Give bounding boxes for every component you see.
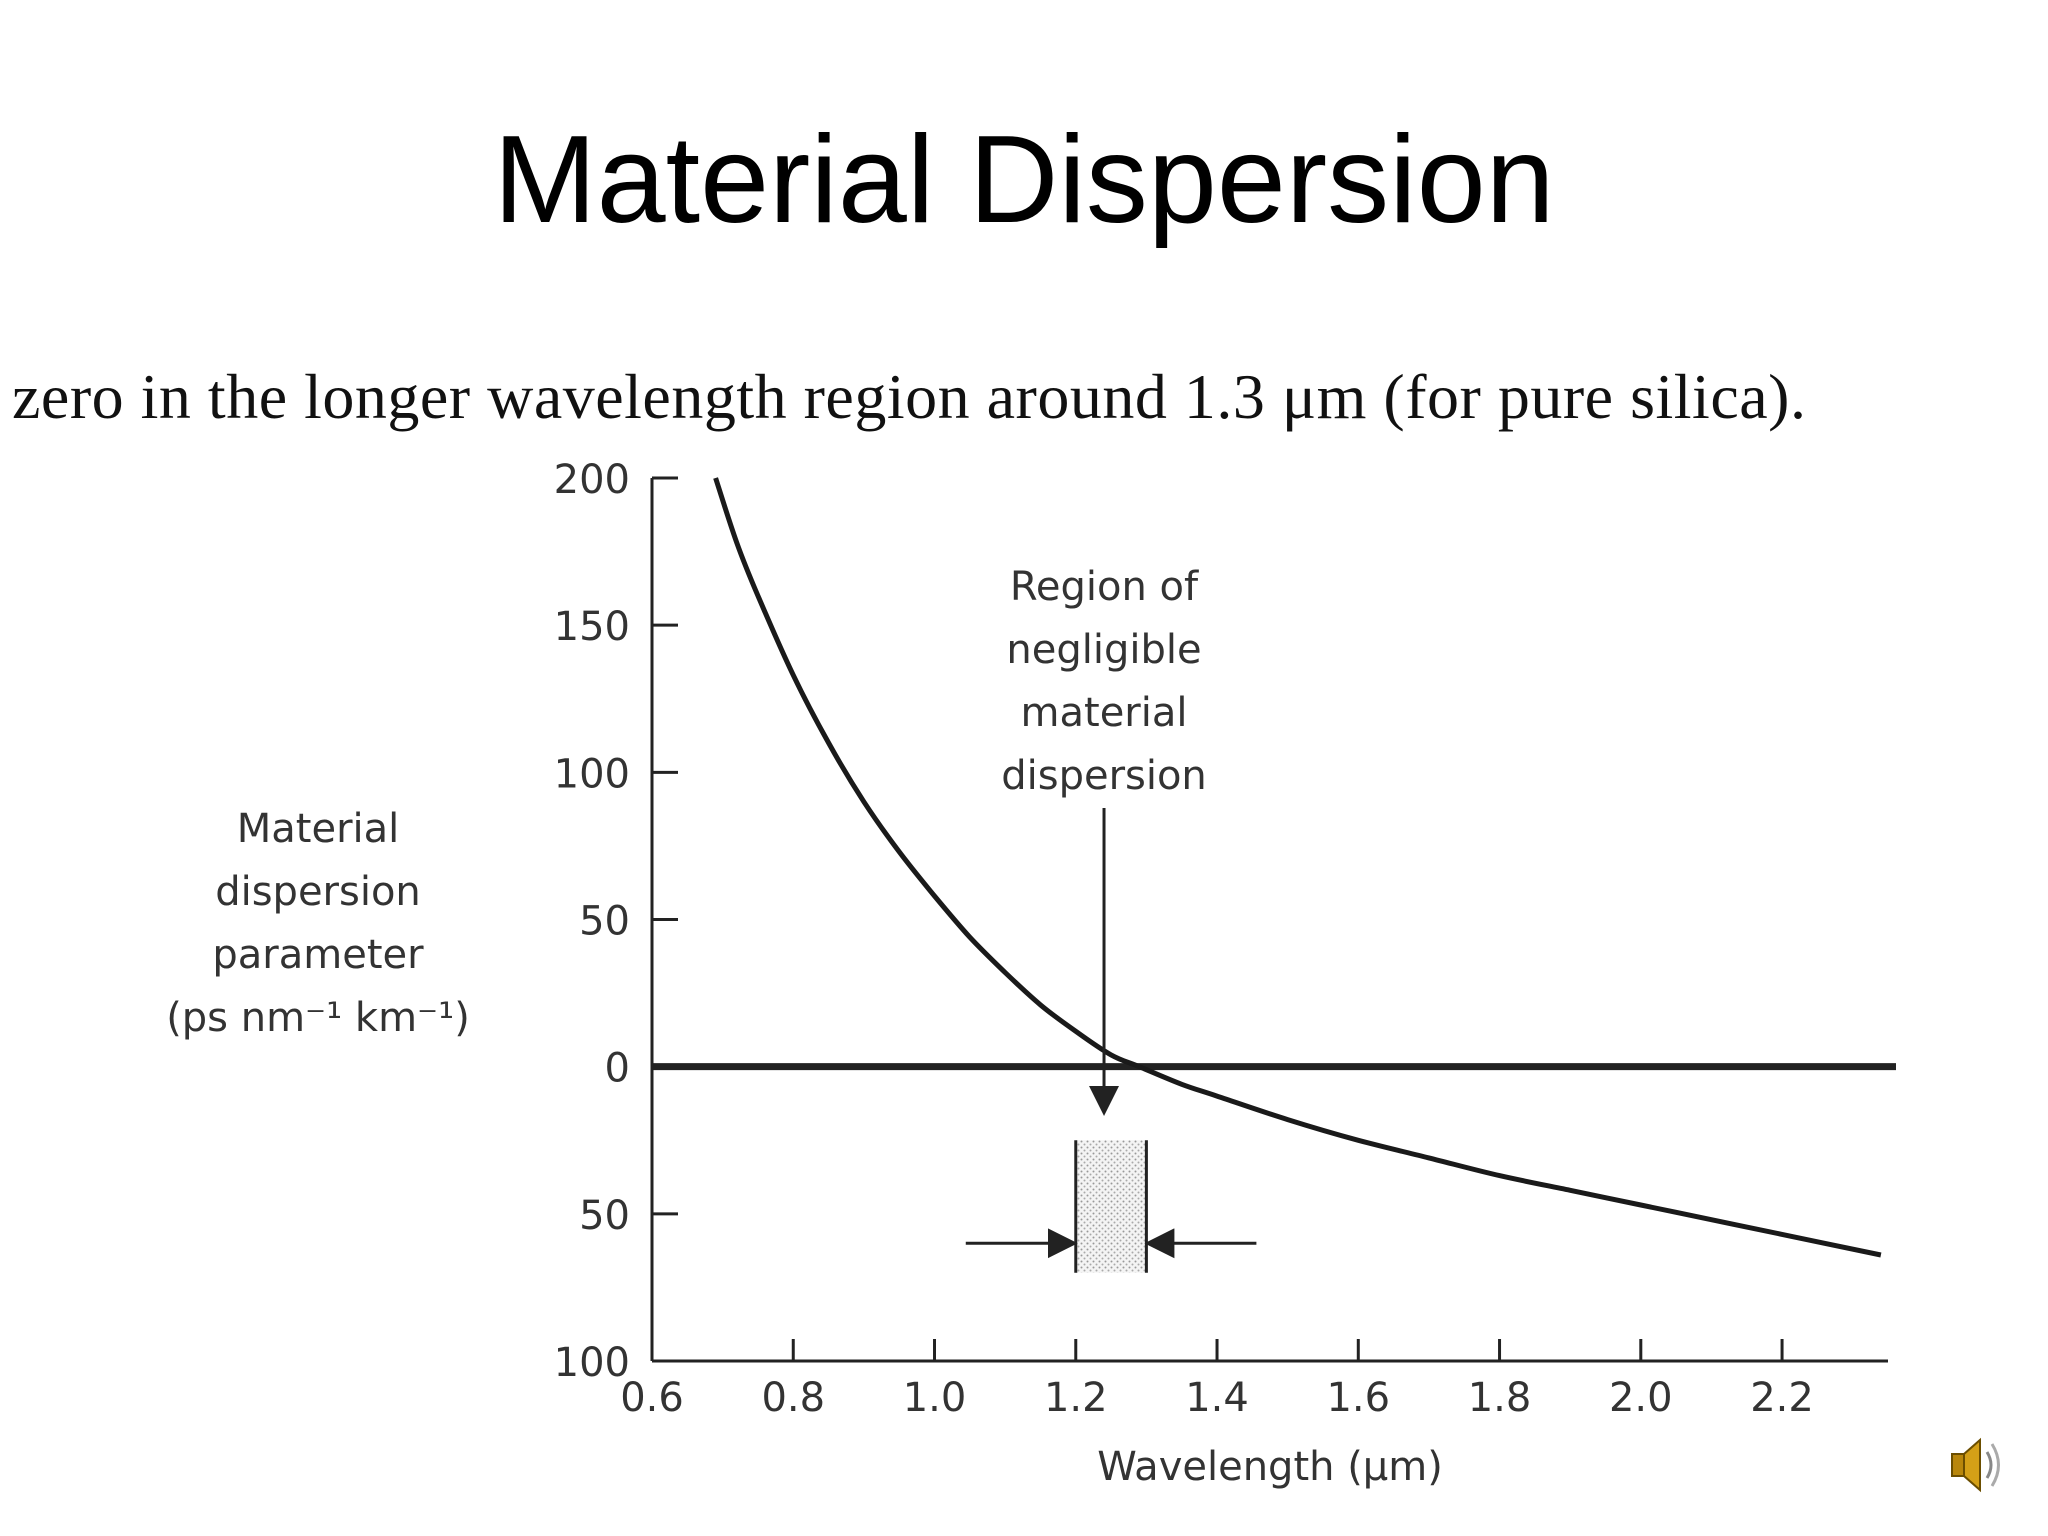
x-tick-label: 1.4 [1185, 1375, 1249, 1421]
negligible-dispersion-region [1075, 1140, 1147, 1273]
x-tick-label: 0.8 [761, 1375, 825, 1421]
x-axis-label: Wavelength (μm) [1097, 1444, 1443, 1490]
y-axis-label-line: parameter [212, 932, 424, 978]
speaker-icon[interactable] [1940, 1430, 2010, 1500]
y-tick-label: 200 [554, 457, 630, 503]
y-axis-label-line: dispersion [215, 869, 421, 915]
x-tick-label: 1.2 [1044, 1375, 1108, 1421]
y-tick-label: 100 [554, 751, 630, 797]
dispersion-curve [713, 477, 1882, 1258]
annotation-label-line: negligible [1006, 627, 1201, 673]
x-tick-label: 0.6 [620, 1375, 684, 1421]
y-tick-label: 100 [554, 1340, 630, 1386]
x-tick-label: 1.6 [1326, 1375, 1390, 1421]
slide-caption: zero in the longer wavelength region aro… [12, 361, 1807, 432]
x-tick-label: 2.0 [1609, 1375, 1673, 1421]
x-tick-label: 2.2 [1750, 1375, 1814, 1421]
y-axis-label-line: Material [237, 806, 400, 852]
y-tick-label: 50 [579, 1193, 630, 1239]
x-tick-label: 1.0 [903, 1375, 967, 1421]
y-tick-label: 150 [554, 604, 630, 650]
y-tick-label: 50 [579, 899, 630, 945]
annotation-label: Region of negligible material dispersion [1001, 564, 1207, 799]
slide-title: Material Dispersion [493, 111, 1555, 249]
annotation-label-line: material [1021, 690, 1188, 736]
annotation-label-line: dispersion [1001, 753, 1207, 799]
y-tick-label: 0 [605, 1046, 630, 1092]
y-axis-label-line: (ps nm⁻¹ km⁻¹) [166, 995, 470, 1041]
annotation-label-line: Region of [1010, 564, 1199, 610]
y-axis-label: Material dispersion parameter (ps nm⁻¹ km⁻¹… [166, 806, 470, 1041]
x-tick-label: 1.8 [1468, 1375, 1532, 1421]
